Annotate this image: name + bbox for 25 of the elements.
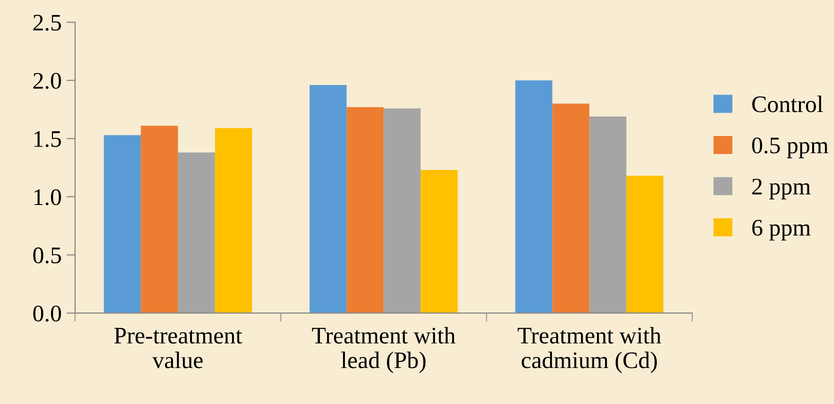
bar [214,128,252,314]
y-tick-label: 1.0 [34,189,61,206]
bar [310,85,347,314]
x-tick-label: Treatment with lead (Pb) [312,326,456,374]
y-tick-label: 1.5 [34,131,61,148]
bar [178,152,215,314]
y-tick-label: 0.5 [33,247,61,264]
y-tick-label: 2.0 [33,72,61,89]
bar [589,116,626,314]
x-tick-label: Treatment with cadmium (Cd) [518,326,662,374]
bar [515,80,552,314]
y-tick-label: 2.5 [33,14,61,31]
bar [104,135,141,314]
legend-label: 0.5 ppm [752,137,828,158]
x-tick-label: Pre-treatment value [114,328,242,368]
y-tick-label: 0.0 [33,306,61,322]
bar [552,104,590,314]
bar [626,176,664,314]
bar [140,126,178,314]
bar [384,108,421,314]
legend-label: Control [752,96,823,112]
bar [420,170,458,314]
legend-label: 6 ppm [752,220,811,241]
bar [346,107,384,314]
legend-label: 2 ppm [752,178,811,200]
